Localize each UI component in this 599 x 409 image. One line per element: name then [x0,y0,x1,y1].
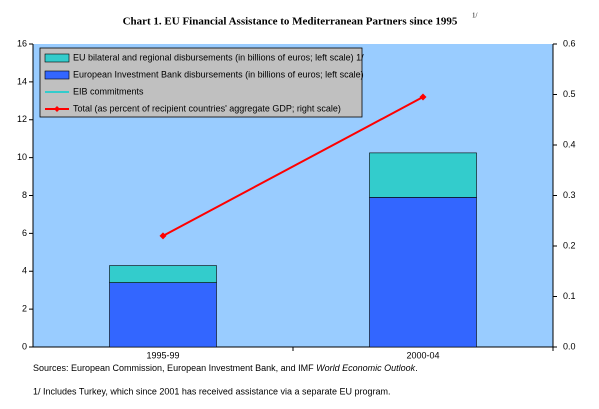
legend-label: EIB commitments [73,86,144,96]
y2-tick-label: 0.1 [563,291,576,301]
sources-italic: World Economic Outlook [316,363,416,373]
y-tick-label: 6 [22,228,27,238]
chart-title: Chart 1. EU Financial Assistance to Medi… [123,16,458,28]
y-tick-label: 16 [17,38,27,48]
x-tick-label: 1995-99 [146,350,179,360]
legend-marker [54,106,60,112]
legend-label: European Investment Bank disbursements (… [73,69,364,79]
bar-segment [369,197,477,348]
y-tick-label: 4 [22,266,27,276]
sources-lead: Sources: European Commission, European I… [33,363,316,373]
y2-tick-label: 0.3 [563,190,576,200]
legend-swatch [44,70,70,80]
y2-tick-label: 0.2 [563,240,576,250]
y-tick-label: 10 [17,152,27,162]
y-tick-label: 2 [22,304,27,314]
legend-box [39,47,363,118]
bar-segment [109,265,217,283]
marker [419,93,427,101]
line [162,96,424,237]
y-tick-label: 14 [17,76,27,86]
y2-tick-label: 0.4 [563,139,576,149]
marker [159,232,167,240]
title-note: 1/ [472,12,478,20]
y-tick-label: 0 [22,341,27,351]
legend-label: Total (as percent of recipient countries… [73,103,341,113]
sources: Sources: European Commission, European I… [33,363,418,373]
y2-tick-label: 0.0 [563,341,576,351]
y2-tick-label: 0.6 [563,38,576,48]
legend: EU bilateral and regional disbursements … [39,47,364,118]
footnote: 1/ Includes Turkey, which since 2001 has… [33,386,391,396]
legend-label: EU bilateral and regional disbursements … [73,52,364,62]
x-tick-label: 2000-04 [406,350,439,360]
sources-end: . [415,363,418,373]
bar-segment [109,282,217,348]
y-tick-label: 8 [22,190,27,200]
y-tick-label: 12 [17,114,27,124]
legend-swatch [44,53,70,63]
y2-tick-label: 0.5 [563,89,576,99]
bar-segment [369,152,477,198]
